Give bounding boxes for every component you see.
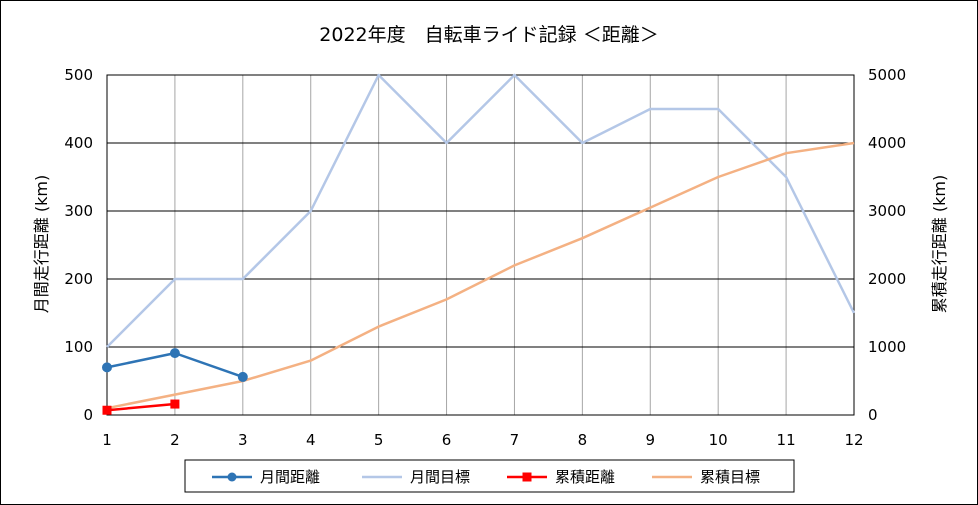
y2-tick-label: 3000 xyxy=(868,202,906,220)
y-tick-label: 0 xyxy=(83,406,93,424)
series-line xyxy=(106,73,856,348)
x-tick-label: 9 xyxy=(645,431,655,449)
legend-label: 累積距離 xyxy=(555,468,615,486)
legend-label: 月間目標 xyxy=(410,468,470,486)
data-point xyxy=(170,399,180,409)
y-axis-title: 月間走行距離 (km) xyxy=(32,175,51,313)
x-tick-label: 8 xyxy=(578,431,588,449)
chart-title: 2022年度 自転車ライド記録 ＜距離＞ xyxy=(319,24,658,46)
legend-box xyxy=(184,459,795,493)
x-tick-label: 4 xyxy=(306,431,316,449)
data-point xyxy=(102,405,112,415)
x-tick-label: 7 xyxy=(510,431,520,449)
x-tick-label: 12 xyxy=(844,431,863,449)
y2-tick-label: 2000 xyxy=(868,270,906,288)
series-line xyxy=(106,141,855,410)
x-tick-label: 5 xyxy=(374,431,384,449)
x-tick-label: 6 xyxy=(442,431,452,449)
y2-axis-title: 累積走行距離 (km) xyxy=(930,175,949,313)
legend-label: 月間距離 xyxy=(260,468,320,486)
data-point xyxy=(237,371,248,382)
x-tick-label: 1 xyxy=(102,431,112,449)
y2-tick-label: 5000 xyxy=(868,66,906,84)
y2-tick-label: 4000 xyxy=(868,134,906,152)
y-tick-label: 400 xyxy=(64,134,93,152)
legend-marker xyxy=(522,472,532,482)
plot-border xyxy=(106,74,855,416)
x-tick-label: 10 xyxy=(709,431,728,449)
x-tick-label: 2 xyxy=(170,431,180,449)
x-tick-label: 11 xyxy=(777,431,796,449)
data-point xyxy=(169,348,180,359)
y2-tick-label: 0 xyxy=(868,406,878,424)
legend-label: 累積目標 xyxy=(700,468,760,486)
y-tick-label: 500 xyxy=(64,66,93,84)
data-point xyxy=(102,362,112,373)
x-tick-label: 3 xyxy=(238,431,248,449)
legend: 月間距離 月間目標 累積距離 累積目標 xyxy=(184,459,795,493)
grid xyxy=(106,74,855,416)
y-tick-label: 300 xyxy=(64,202,93,220)
series-layer xyxy=(102,73,856,415)
legend-marker xyxy=(227,472,237,482)
y-tick-label: 100 xyxy=(64,338,93,356)
series-line xyxy=(106,402,176,412)
y2-tick-label: 1000 xyxy=(868,338,906,356)
y-tick-label: 200 xyxy=(64,270,93,288)
